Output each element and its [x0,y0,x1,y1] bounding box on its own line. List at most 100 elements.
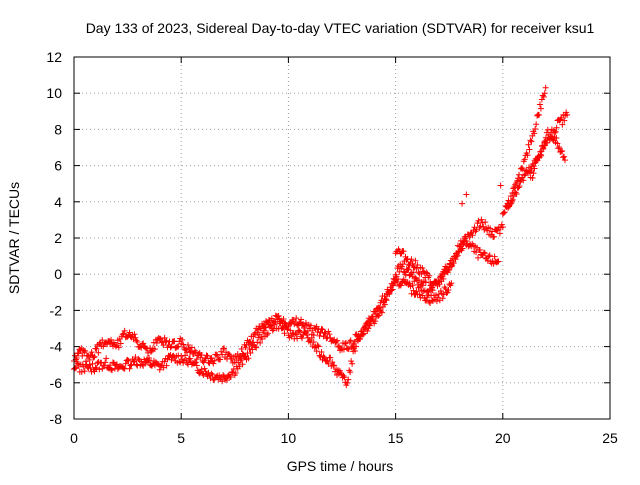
data-point [509,196,516,203]
data-point [388,287,395,294]
data-point [232,369,239,376]
data-point [400,276,407,283]
data-point [96,366,103,373]
data-point [130,358,137,365]
data-point [299,335,306,342]
data-point [448,280,455,287]
data-point [445,287,452,294]
data-point [426,298,433,305]
data-point [381,292,388,299]
data-point [303,331,310,338]
y-tick-label: 12 [46,49,62,65]
data-point [107,362,114,369]
data-point [487,225,494,232]
data-point [314,342,321,349]
data-point [168,343,175,350]
data-point [213,351,220,358]
data-point [414,262,421,268]
data-point [99,337,106,344]
data-point [408,290,415,297]
data-point [264,330,271,337]
data-point [452,256,459,263]
data-point [193,356,200,363]
data-point [419,282,426,289]
data-point [475,254,482,261]
data-point [125,357,132,364]
data-point [516,183,523,190]
data-point [352,348,359,355]
data-point [536,101,543,108]
data-point [133,361,140,368]
x-tick-label: 5 [177,430,185,446]
data-point [202,368,209,375]
x-tick-label: 10 [281,430,297,446]
data-point [280,316,287,323]
data-point [378,309,385,316]
x-tick-label: 20 [495,430,511,446]
data-point [540,145,547,152]
data-point [344,380,351,387]
data-point [225,351,232,358]
data-point [413,288,420,295]
data-point [71,365,78,372]
data-point [534,157,541,164]
data-point [88,349,95,356]
data-point [342,340,349,347]
data-point [403,256,410,263]
data-point [224,377,231,384]
data-point [514,177,521,184]
data-point [491,253,498,260]
data-point [284,326,291,333]
data-point [537,148,544,155]
data-point [271,321,278,328]
y-tick-label: 8 [54,121,62,137]
data-point [419,264,426,271]
data-point [544,126,551,133]
data-point [353,343,360,350]
data-point [93,365,100,372]
data-point [375,312,382,319]
data-point [277,320,284,327]
data-point [564,111,571,118]
data-point [493,227,500,234]
data-point [239,361,246,368]
data-point [329,359,336,366]
y-tick-label: 4 [54,194,62,210]
data-point [122,360,129,367]
data-point [521,156,528,163]
x-tick-label: 0 [70,430,78,446]
data-point [327,354,334,361]
data-point [410,269,417,276]
data-point [184,359,191,366]
data-point [530,170,537,177]
data-point [555,145,562,152]
data-point [89,360,96,367]
data-point [227,373,234,380]
data-point [115,344,122,351]
data-point [505,203,512,210]
data-point [91,368,98,375]
data-point [537,105,544,112]
data-point [208,355,215,362]
data-point [248,342,255,349]
data-point [499,224,506,231]
data-point [454,252,461,259]
data-point [288,320,295,327]
data-point [558,148,565,155]
data-point [376,304,383,311]
data-point [433,298,440,305]
data-point [254,339,261,346]
data-point [293,315,300,322]
data-point [420,268,427,275]
data-point [178,353,185,360]
y-tick-label: -6 [50,375,63,391]
data-point [439,295,446,302]
data-point [337,370,344,377]
data-point [308,334,315,341]
data-point [179,336,186,343]
data-point [551,129,558,136]
data-point [127,362,134,369]
data-point [92,364,99,371]
data-point [289,330,296,337]
data-point [409,273,416,280]
